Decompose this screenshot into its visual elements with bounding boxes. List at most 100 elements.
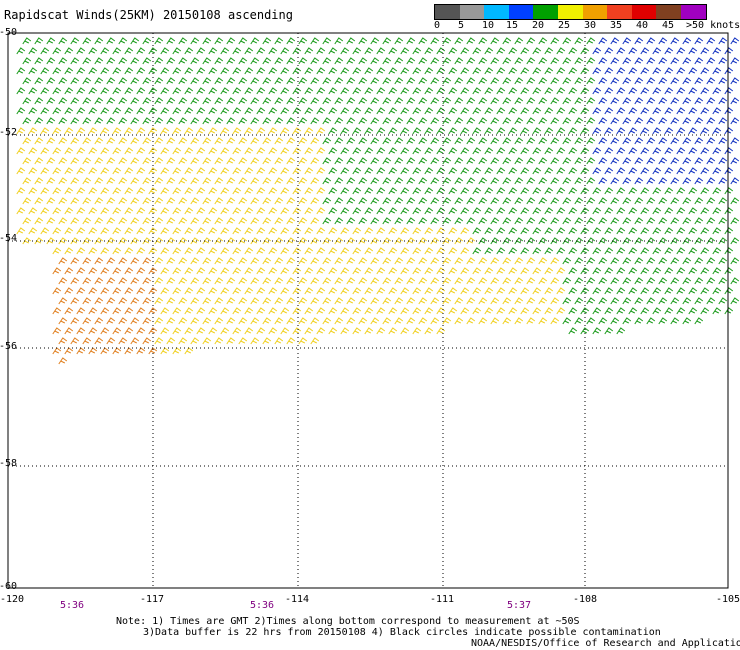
wind-barb — [418, 237, 428, 245]
wind-barb — [184, 267, 194, 275]
wind-barb — [130, 277, 140, 285]
wind-barb — [52, 347, 62, 355]
wind-barb — [664, 187, 674, 195]
wind-barb — [52, 187, 62, 195]
wind-barb — [640, 147, 650, 155]
wind-barb — [394, 297, 404, 305]
wind-barb — [76, 67, 86, 75]
wind-barb — [100, 227, 110, 235]
wind-barb — [190, 137, 200, 145]
wind-barb — [664, 127, 674, 135]
wind-barb — [544, 87, 554, 95]
wind-barb — [94, 217, 104, 225]
wind-barb — [490, 157, 500, 165]
wind-barb — [640, 67, 650, 75]
wind-barb — [226, 177, 236, 185]
wind-barb — [202, 177, 212, 185]
wind-barb — [22, 217, 32, 225]
wind-barb — [484, 247, 494, 255]
wind-barb — [64, 227, 74, 235]
wind-barb — [322, 97, 332, 105]
wind-barb — [328, 107, 338, 115]
wind-barb — [208, 127, 218, 135]
wind-barb — [568, 227, 578, 235]
wind-barb — [166, 337, 176, 345]
wind-barb — [352, 47, 362, 55]
wind-barb — [238, 277, 248, 285]
wind-barb — [514, 157, 524, 165]
wind-barb — [226, 37, 236, 45]
wind-barb — [340, 327, 350, 335]
wind-barb — [124, 267, 134, 275]
wind-barb — [418, 37, 428, 45]
wind-barb — [574, 77, 584, 85]
wind-barb — [202, 97, 212, 105]
wind-barb — [322, 77, 332, 85]
wind-barb — [430, 117, 440, 125]
wind-barb — [622, 217, 632, 225]
wind-barb — [328, 87, 338, 95]
wind-barb — [166, 57, 176, 65]
wind-barb — [196, 207, 206, 215]
wind-barb — [310, 297, 320, 305]
wind-barb — [490, 297, 500, 305]
wind-barb — [730, 57, 740, 65]
wind-barb — [76, 87, 86, 95]
wind-barb — [82, 137, 92, 145]
wind-barb — [346, 237, 356, 245]
wind-barb — [520, 67, 530, 75]
wind-barb — [136, 247, 146, 255]
wind-barb — [394, 217, 404, 225]
wind-barb — [58, 157, 68, 165]
wind-barb — [376, 207, 386, 215]
wind-barb — [202, 197, 212, 205]
wind-barb — [262, 237, 272, 245]
wind-barb — [280, 207, 290, 215]
wind-barb — [688, 307, 698, 315]
wind-barb — [124, 187, 134, 195]
wind-barb — [142, 117, 152, 125]
wind-barb — [52, 227, 62, 235]
wind-barb — [88, 47, 98, 55]
wind-barb — [340, 87, 350, 95]
wind-barb — [640, 107, 650, 115]
wind-barb — [190, 177, 200, 185]
wind-barb — [682, 177, 692, 185]
wind-barb — [316, 47, 326, 55]
wind-barb — [202, 217, 212, 225]
wind-barb — [274, 297, 284, 305]
wind-barb — [46, 97, 56, 105]
wind-barb — [574, 157, 584, 165]
wind-barb — [448, 87, 458, 95]
wind-barb — [358, 237, 368, 245]
wind-barb — [88, 267, 98, 275]
wind-barb — [52, 107, 62, 115]
wind-barb — [238, 117, 248, 125]
wind-barb — [604, 87, 614, 95]
wind-barb — [394, 137, 404, 145]
wind-barb — [214, 197, 224, 205]
wind-barb — [412, 307, 422, 315]
wind-barb — [130, 137, 140, 145]
wind-barb — [394, 77, 404, 85]
wind-barb — [694, 157, 704, 165]
wind-barb — [166, 37, 176, 45]
wind-barb — [268, 147, 278, 155]
wind-barb — [514, 257, 524, 265]
wind-barb — [418, 137, 428, 145]
wind-barb — [712, 107, 722, 115]
legend-label: >50 knots — [686, 20, 740, 31]
wind-barb — [172, 147, 182, 155]
wind-barb — [616, 47, 626, 55]
wind-barb — [538, 117, 548, 125]
wind-barb — [244, 167, 254, 175]
wind-barb — [304, 247, 314, 255]
wind-barb — [148, 327, 158, 335]
wind-barb — [268, 267, 278, 275]
wind-barb — [484, 107, 494, 115]
wind-barb — [724, 247, 734, 255]
wind-barbs-layer — [16, 37, 740, 365]
wind-barb — [100, 207, 110, 215]
wind-barb — [376, 327, 386, 335]
legend-color-bar — [434, 4, 707, 20]
